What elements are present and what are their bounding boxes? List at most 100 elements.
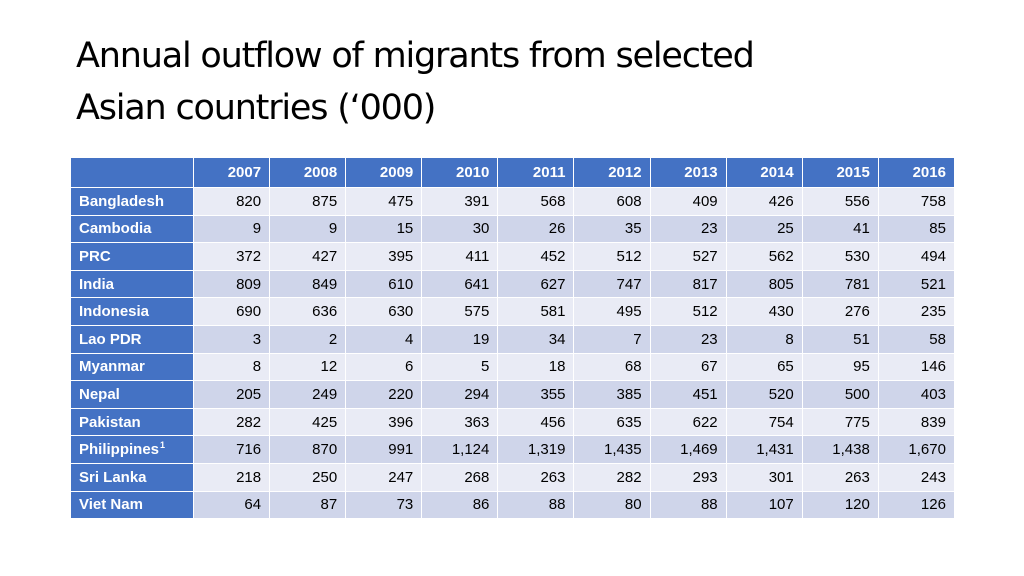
country-name: Cambodia	[79, 220, 152, 238]
value-cell: 456	[497, 407, 575, 437]
value-cell: 294	[421, 380, 499, 409]
value-cell: 9	[192, 214, 271, 244]
value-cell: 568	[497, 187, 575, 216]
country-cell: Nepal	[70, 380, 194, 409]
value-cell: 991	[345, 435, 423, 464]
slide-title-line-1: Annual outflow of migrants from selected	[76, 36, 755, 76]
value-cell: 218	[192, 462, 271, 492]
value-cell: 690	[192, 297, 271, 326]
year-header: 2014	[725, 157, 803, 188]
value-cell: 3	[192, 324, 271, 354]
country-name: Indonesia	[79, 303, 150, 321]
country-cell: PRC	[70, 242, 194, 271]
value-cell: 512	[649, 297, 727, 326]
value-cell: 85	[877, 214, 955, 244]
value-cell: 430	[725, 297, 803, 326]
year-header: 2013	[649, 157, 727, 188]
value-cell: 391	[421, 187, 499, 216]
value-cell: 521	[877, 269, 955, 299]
value-cell: 839	[877, 407, 955, 437]
value-cell: 1,124	[421, 435, 499, 464]
value-cell: 268	[421, 462, 499, 492]
table-row: Cambodia 9 9 15 30 26 35 23 25 41 85	[70, 214, 955, 244]
value-cell: 1,319	[497, 435, 575, 464]
value-cell: 41	[801, 214, 879, 244]
value-cell: 426	[725, 187, 803, 216]
table-row: Bangladesh 820 875 475 391 568 608 409 426 556 758	[70, 187, 955, 216]
value-cell: 355	[497, 380, 575, 409]
country-cell: Viet Nam	[70, 490, 194, 520]
year-header: 2010	[421, 157, 499, 188]
value-cell: 530	[801, 242, 879, 271]
value-cell: 95	[801, 352, 879, 382]
country-cell: Indonesia	[70, 297, 194, 326]
country-cell: Philippines1	[70, 435, 194, 464]
value-cell: 775	[801, 407, 879, 437]
value-cell: 635	[573, 407, 651, 437]
value-cell: 494	[877, 242, 955, 271]
value-cell: 263	[801, 462, 879, 492]
value-cell: 220	[345, 380, 423, 409]
value-cell: 875	[269, 187, 347, 216]
value-cell: 475	[345, 187, 423, 216]
value-cell: 608	[573, 187, 651, 216]
slide-title: Annual outflow of migrants from selected…	[76, 30, 976, 134]
value-cell: 87	[269, 490, 347, 520]
country-name: Philippines	[79, 441, 160, 459]
country-name: Lao PDR	[79, 330, 142, 348]
country-cell: Bangladesh	[70, 187, 194, 216]
value-cell: 512	[573, 242, 651, 271]
year-header: 2011	[497, 157, 575, 188]
country-name: India	[79, 275, 115, 293]
value-cell: 23	[649, 324, 727, 354]
year-header: 2008	[269, 157, 347, 188]
value-cell: 58	[877, 324, 955, 354]
value-cell: 5	[421, 352, 499, 382]
value-cell: 396	[345, 407, 423, 437]
value-cell: 581	[497, 297, 575, 326]
value-cell: 495	[573, 297, 651, 326]
value-cell: 403	[877, 380, 955, 409]
value-cell: 263	[497, 462, 575, 492]
country-cell: Lao PDR	[70, 324, 194, 354]
table-row: Lao PDR 3 2 4 19 34 7 23 8 51 58	[70, 324, 955, 354]
value-cell: 243	[877, 462, 955, 492]
value-cell: 385	[573, 380, 651, 409]
value-cell: 12	[269, 352, 347, 382]
value-cell: 363	[421, 407, 499, 437]
table-row: Nepal 205 249 220 294 355 385 451 520 500 403	[70, 380, 955, 409]
value-cell: 1,469	[649, 435, 727, 464]
value-cell: 235	[877, 297, 955, 326]
slide-title-line-2: Asian countries (‘000)	[76, 88, 436, 128]
table-row: Myanmar 8 12 6 5 18 68 67 65 95 146	[70, 352, 955, 382]
value-cell: 622	[649, 407, 727, 437]
value-cell: 820	[192, 187, 271, 216]
table-row: Indonesia 690 636 630 575 581 495 512 430 276 235	[70, 297, 955, 326]
country-name: Viet Nam	[79, 496, 143, 514]
value-cell: 282	[573, 462, 651, 492]
value-cell: 2	[269, 324, 347, 354]
country-name: Bangladesh	[79, 192, 165, 210]
value-cell: 427	[269, 242, 347, 271]
value-cell: 636	[269, 297, 347, 326]
value-cell: 205	[192, 380, 271, 409]
value-cell: 88	[497, 490, 575, 520]
country-name: PRC	[79, 247, 111, 265]
value-cell: 747	[573, 269, 651, 299]
table-row: Sri Lanka 218 250 247 268 263 282 293 301 263 243	[70, 462, 955, 492]
value-cell: 107	[725, 490, 803, 520]
value-cell: 18	[497, 352, 575, 382]
value-cell: 80	[573, 490, 651, 520]
value-cell: 1,431	[725, 435, 803, 464]
value-cell: 781	[801, 269, 879, 299]
value-cell: 86	[421, 490, 499, 520]
country-name: Sri Lanka	[79, 468, 147, 486]
table-body: Bangladesh 820 875 475 391 568 608 409 426 556 758…	[70, 187, 955, 520]
value-cell: 25	[725, 214, 803, 244]
year-header: 2012	[573, 157, 651, 188]
table-row: Pakistan 282 425 396 363 456 635 622 754 775 839	[70, 407, 955, 437]
migration-data-table: 2007 2008 2009 2010 2011 2012 2013 2014 2015 2016…	[70, 157, 955, 520]
value-cell: 8	[725, 324, 803, 354]
value-cell: 276	[801, 297, 879, 326]
value-cell: 249	[269, 380, 347, 409]
